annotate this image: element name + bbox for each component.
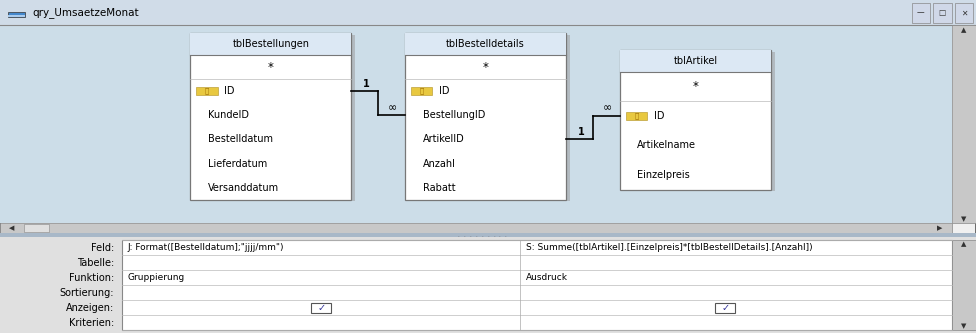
Bar — [0, 0, 976, 25]
Bar — [8, 12, 25, 17]
Bar — [24, 224, 49, 232]
Text: Tabelle:: Tabelle: — [77, 258, 114, 268]
Text: Versanddatum: Versanddatum — [208, 183, 279, 193]
Text: *: * — [482, 61, 489, 74]
Bar — [190, 33, 351, 200]
Text: ▲: ▲ — [961, 27, 966, 33]
Text: Feld:: Feld: — [91, 243, 114, 253]
Bar — [620, 50, 771, 190]
Text: Bestelldatum: Bestelldatum — [208, 135, 273, 145]
Text: Artikelname: Artikelname — [637, 141, 696, 151]
Bar — [194, 35, 355, 201]
Bar — [955, 3, 973, 23]
Text: ∞: ∞ — [603, 104, 612, 114]
Text: ▲: ▲ — [961, 241, 966, 247]
Text: ID: ID — [439, 86, 450, 96]
Text: —: — — [917, 8, 924, 18]
Text: 1: 1 — [363, 79, 370, 89]
Text: ∞: ∞ — [388, 103, 397, 113]
Text: Kriterien:: Kriterien: — [69, 318, 114, 328]
Text: ID: ID — [654, 111, 665, 121]
Text: .: . — [481, 232, 483, 238]
Text: KundeID: KundeID — [208, 110, 249, 120]
Text: tblBestelldetails: tblBestelldetails — [446, 39, 525, 49]
Text: .: . — [458, 232, 460, 238]
Bar — [405, 33, 566, 200]
Text: ✓: ✓ — [721, 303, 729, 313]
Text: tblBestellungen: tblBestellungen — [232, 39, 309, 49]
Bar — [409, 35, 570, 201]
Text: .: . — [464, 232, 466, 238]
Text: BestellungID: BestellungID — [423, 110, 485, 120]
Bar — [933, 3, 952, 23]
Text: .: . — [499, 232, 501, 238]
Bar — [405, 33, 566, 55]
Text: Sortierung:: Sortierung: — [60, 288, 114, 298]
Text: 1: 1 — [578, 127, 585, 137]
Text: 🔑: 🔑 — [205, 88, 209, 95]
Bar — [0, 233, 976, 237]
Bar — [122, 240, 952, 330]
Bar — [952, 240, 976, 330]
Text: S: Summe([tblArtikel].[Einzelpreis]*[tblBestellDetails].[Anzahl]): S: Summe([tblArtikel].[Einzelpreis]*[tbl… — [526, 243, 813, 252]
Bar — [912, 3, 930, 23]
Text: ✓: ✓ — [317, 303, 325, 313]
Text: Anzeigen:: Anzeigen: — [66, 303, 114, 313]
Text: ▼: ▼ — [961, 323, 966, 329]
Text: Anzahl: Anzahl — [423, 159, 456, 168]
Bar — [311, 302, 331, 313]
Text: .: . — [475, 232, 477, 238]
Bar — [0, 25, 952, 223]
Text: Gruppierung: Gruppierung — [128, 273, 185, 282]
Text: Rabatt: Rabatt — [423, 183, 455, 193]
Bar — [196, 87, 218, 95]
Bar — [0, 237, 976, 333]
Text: Funktion:: Funktion: — [69, 273, 114, 283]
Bar — [190, 33, 351, 55]
Text: *: * — [692, 80, 699, 93]
Text: 🔑: 🔑 — [634, 113, 638, 119]
Text: ▶: ▶ — [937, 225, 943, 231]
Text: ✕: ✕ — [960, 8, 967, 18]
Text: ▼: ▼ — [961, 216, 966, 222]
Bar — [411, 87, 432, 95]
Text: ID: ID — [224, 86, 235, 96]
Bar — [624, 52, 775, 191]
Text: qry_UmsaetzeMonat: qry_UmsaetzeMonat — [32, 7, 139, 18]
Text: Lieferdatum: Lieferdatum — [208, 159, 267, 168]
Text: .: . — [505, 232, 507, 238]
Text: J: Format([Bestelldatum];"jjjj/mm"): J: Format([Bestelldatum];"jjjj/mm") — [128, 243, 284, 252]
Text: Einzelpreis: Einzelpreis — [637, 170, 690, 180]
Bar — [0, 223, 952, 233]
Text: .: . — [469, 232, 471, 238]
Text: *: * — [267, 61, 274, 74]
Text: tblArtikel: tblArtikel — [673, 56, 717, 66]
Bar — [715, 302, 735, 313]
Bar — [626, 112, 647, 120]
Text: □: □ — [939, 8, 946, 18]
Text: .: . — [493, 232, 495, 238]
Bar — [620, 50, 771, 72]
Text: .: . — [487, 232, 489, 238]
Text: 🔑: 🔑 — [420, 88, 424, 95]
Bar — [8, 15, 25, 17]
Text: Ausdruck: Ausdruck — [526, 273, 568, 282]
Bar — [952, 25, 976, 223]
Text: ArtikelID: ArtikelID — [423, 135, 465, 145]
Text: ◀: ◀ — [9, 225, 15, 231]
